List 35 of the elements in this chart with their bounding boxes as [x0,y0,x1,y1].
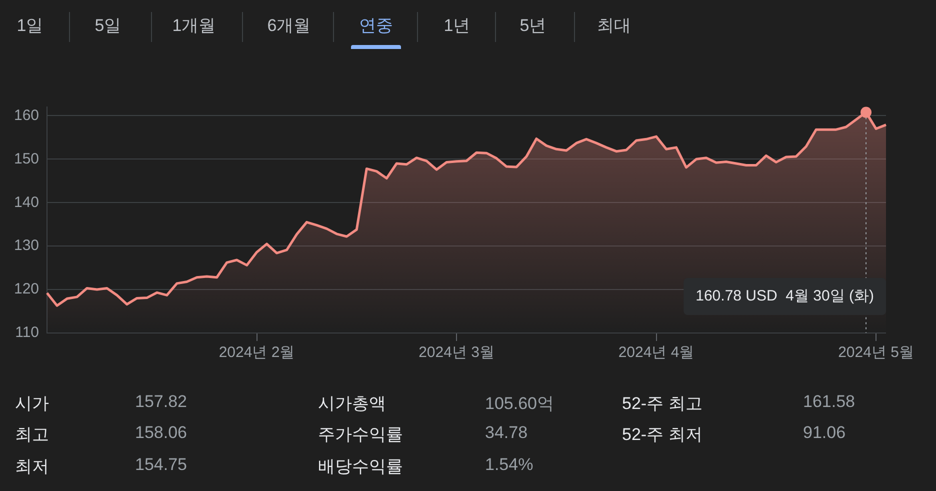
y-tick-label: 120 [14,280,40,298]
x-tick-label: 2024년 4월 [618,344,694,362]
text: 34.78 [485,423,528,443]
y-tick-label: 160 [14,106,40,124]
text: 최저 [15,456,49,478]
text: 161.58 [803,392,855,412]
text: 1일 [16,15,44,37]
text: 1.54% [485,455,534,475]
text: 배당수익률 [318,456,403,478]
y-tick-label: 140 [14,194,40,211]
text: 91.06 [803,423,846,443]
text: 158.06 [135,423,187,443]
text: 6개월 [267,15,311,37]
text: 최대 [597,15,631,37]
text: 1개월 [172,15,216,37]
text: 105.60억 [485,393,554,415]
text: 주가수익률 [318,424,403,446]
text: 1년 [444,15,470,37]
text: 5년 [520,15,546,37]
text: 최고 [15,424,49,446]
x-tick-label: 2024년 5월 [838,344,914,362]
text: 5일 [94,15,122,37]
x-tick-label: 2024년 2월 [218,344,295,362]
annotation: 160.78 USD 4월 30일 (화) [696,288,874,305]
text: 연중 [359,15,393,37]
y-tick-label: 150 [14,150,40,168]
text: 157.82 [135,392,187,412]
text: 시가 [15,393,49,415]
text: 154.75 [135,455,187,475]
x-tick-label: 2024년 3월 [418,344,494,362]
text: 52-주 최고 [622,393,702,415]
text: 시가총액 [318,393,386,415]
text: 52-주 최저 [622,424,702,446]
y-tick-label: 110 [15,324,40,342]
y-tick-label: 130 [14,237,40,254]
